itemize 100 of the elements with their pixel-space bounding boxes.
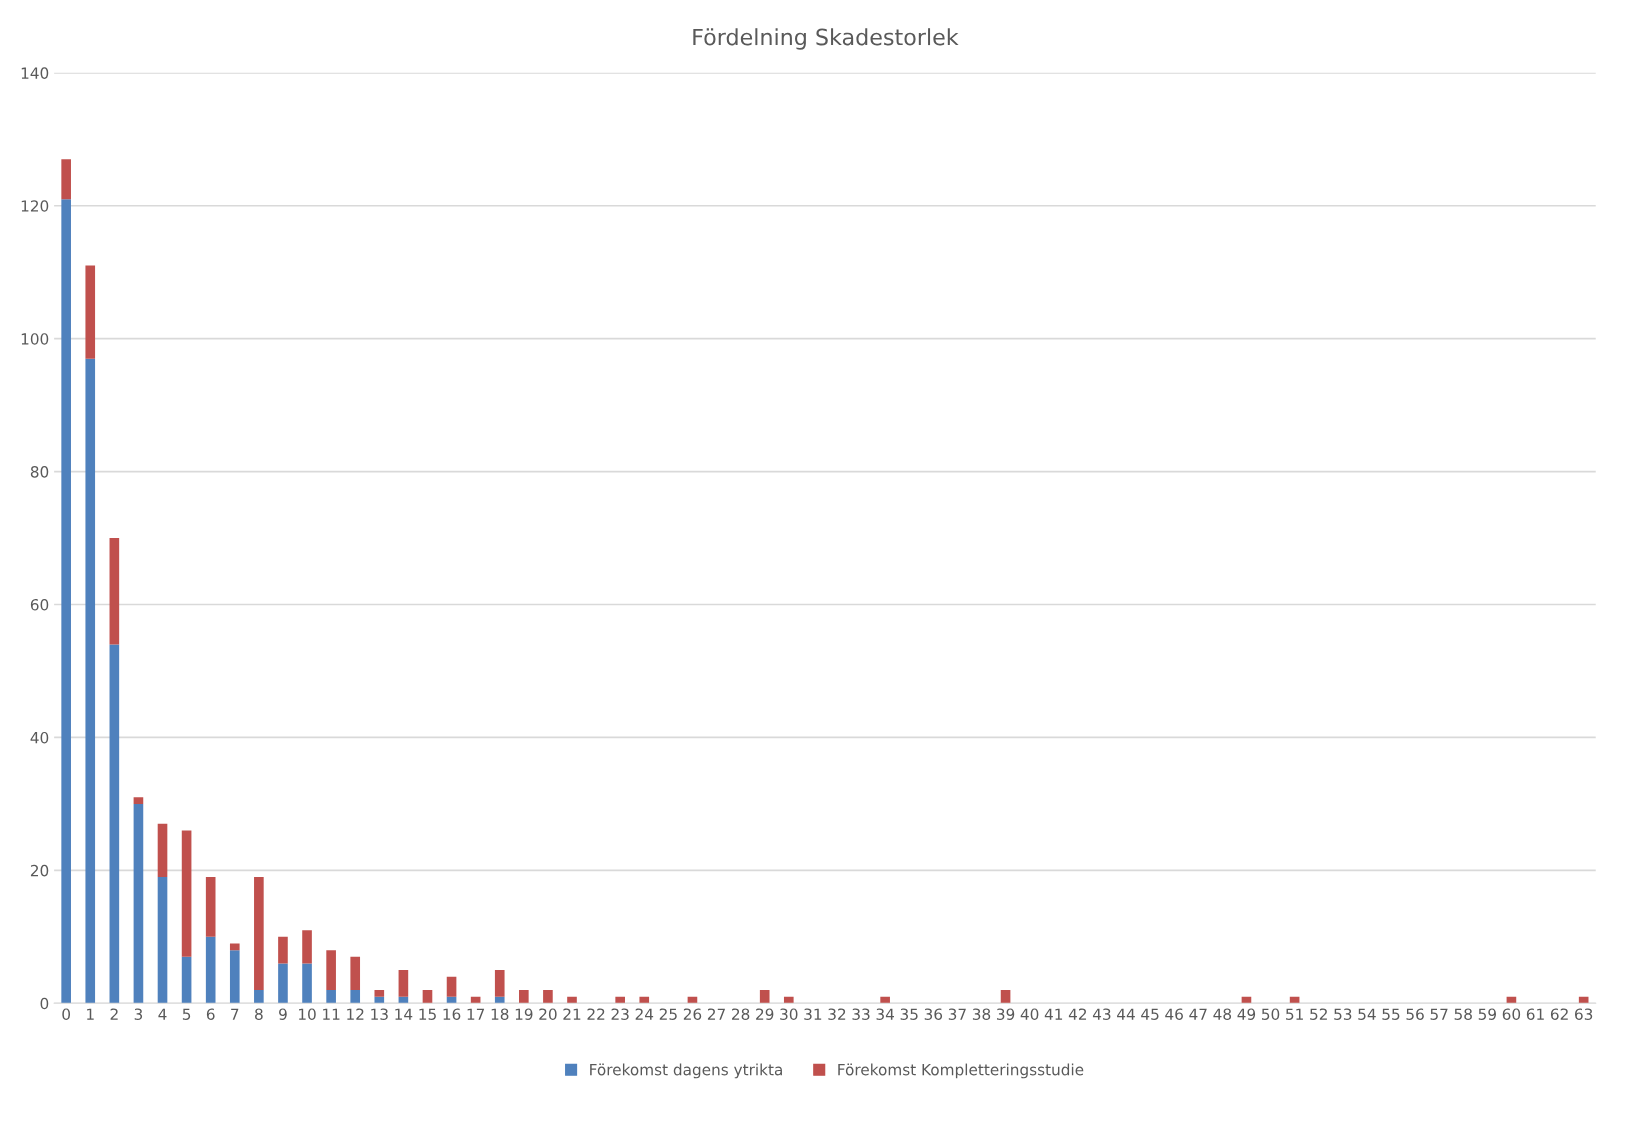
x-tick-label: 16 <box>443 1008 461 1020</box>
bar <box>229 943 240 951</box>
chart-title: Fördelning Skadestorlek <box>693 28 959 50</box>
x-tick-label: 46 <box>1165 1008 1183 1020</box>
x-tick-label: 56 <box>1406 1008 1424 1020</box>
x-tick-label: 33 <box>852 1008 870 1020</box>
x-tick-label: 31 <box>804 1008 822 1020</box>
bar <box>398 970 409 997</box>
y-tick-label: 60 <box>30 599 49 611</box>
legend-label: Förekomst Kompletteringsstudie <box>838 1063 1084 1079</box>
x-tick-label: 42 <box>1068 1008 1087 1020</box>
bar <box>1000 990 1011 1004</box>
x-tick-label: 4 <box>158 1008 167 1020</box>
bar <box>85 265 96 359</box>
y-tick-label: 100 <box>21 333 49 345</box>
bar <box>759 990 770 1004</box>
y-tick-label: 0 <box>40 997 49 1010</box>
bar <box>133 797 144 804</box>
x-tick-label: 12 <box>347 1008 364 1020</box>
x-tick-label: 3 <box>134 1008 143 1020</box>
x-tick-label: 9 <box>279 1008 287 1020</box>
x-tick-label: 19 <box>515 1008 533 1020</box>
x-tick-label: 0 <box>62 1008 71 1020</box>
bar <box>519 990 529 1004</box>
x-tick-label: 55 <box>1382 1008 1400 1020</box>
bar <box>350 990 361 1004</box>
bar <box>157 877 168 1004</box>
bar <box>446 976 457 997</box>
bar <box>374 996 385 1004</box>
x-tick-label: 8 <box>255 1008 263 1020</box>
x-tick-label: 49 <box>1237 1008 1256 1020</box>
x-tick-label: 37 <box>948 1008 966 1020</box>
x-tick-label: 1 <box>87 1008 94 1020</box>
bar <box>302 930 312 964</box>
bar <box>302 963 312 1004</box>
bar <box>567 996 577 1004</box>
x-tick-label: 29 <box>756 1008 774 1020</box>
x-tick-label: 21 <box>563 1008 581 1020</box>
x-tick-label: 39 <box>997 1008 1015 1020</box>
bar <box>494 970 505 997</box>
x-tick-label: 54 <box>1358 1008 1376 1020</box>
x-tick-label: 11 <box>323 1008 340 1020</box>
x-tick-label: 32 <box>828 1008 846 1020</box>
x-tick-label: 57 <box>1430 1008 1448 1020</box>
x-tick-label: 44 <box>1117 1008 1135 1020</box>
y-tick-label: 80 <box>30 466 49 478</box>
x-tick-label: 5 <box>182 1008 191 1020</box>
x-tick-label: 48 <box>1213 1008 1232 1020</box>
bar <box>880 996 890 1004</box>
x-tick-label: 41 <box>1044 1008 1063 1020</box>
x-tick-label: 51 <box>1286 1008 1303 1020</box>
x-tick-label: 7 <box>231 1008 239 1020</box>
x-tick-label: 15 <box>419 1008 436 1020</box>
x-tick-label: 22 <box>587 1008 605 1020</box>
x-tick-label: 58 <box>1454 1008 1472 1020</box>
x-tick-label: 10 <box>299 1008 316 1020</box>
bar <box>615 996 625 1004</box>
x-tick-label: 34 <box>876 1008 894 1020</box>
bar <box>278 963 288 1004</box>
y-tick-label: 20 <box>30 864 49 877</box>
x-tick-label: 6 <box>206 1008 215 1020</box>
x-tick-label: 35 <box>900 1008 918 1020</box>
bar <box>494 996 505 1004</box>
bar <box>157 823 168 878</box>
x-tick-label: 14 <box>395 1008 413 1020</box>
bar <box>133 803 144 1004</box>
bar <box>254 990 264 1004</box>
x-tick-label: 61 <box>1526 1008 1544 1020</box>
x-tick-label: 20 <box>539 1008 557 1020</box>
bar <box>350 956 361 990</box>
bar <box>229 950 240 1004</box>
bar <box>61 159 71 200</box>
bar <box>374 990 385 997</box>
bar <box>422 990 433 1004</box>
bar <box>783 996 794 1004</box>
x-tick-label: 38 <box>972 1008 991 1020</box>
bar <box>205 936 216 1004</box>
x-tick-label: 27 <box>707 1008 725 1020</box>
x-tick-label: 24 <box>635 1008 654 1020</box>
x-tick-label: 17 <box>467 1008 485 1020</box>
x-tick-label: 18 <box>491 1008 509 1020</box>
bar <box>61 199 71 1004</box>
x-tick-label: 47 <box>1189 1008 1207 1020</box>
x-tick-label: 43 <box>1092 1008 1111 1020</box>
x-tick-label: 30 <box>780 1008 798 1020</box>
bar <box>181 956 192 1004</box>
x-tick-label: 53 <box>1334 1008 1352 1020</box>
x-tick-label: 23 <box>611 1008 629 1020</box>
bar <box>85 358 96 1004</box>
x-tick-label: 28 <box>732 1008 750 1020</box>
bar <box>254 877 264 990</box>
y-tick-label: 40 <box>30 731 49 744</box>
bar <box>639 996 650 1004</box>
bar <box>543 990 553 1004</box>
bar <box>278 936 288 964</box>
x-tick-label: 40 <box>1020 1008 1039 1020</box>
x-tick-label: 52 <box>1310 1008 1327 1020</box>
x-tick-label: 62 <box>1550 1008 1568 1020</box>
bar <box>181 830 192 957</box>
x-tick-label: 63 <box>1575 1008 1593 1020</box>
